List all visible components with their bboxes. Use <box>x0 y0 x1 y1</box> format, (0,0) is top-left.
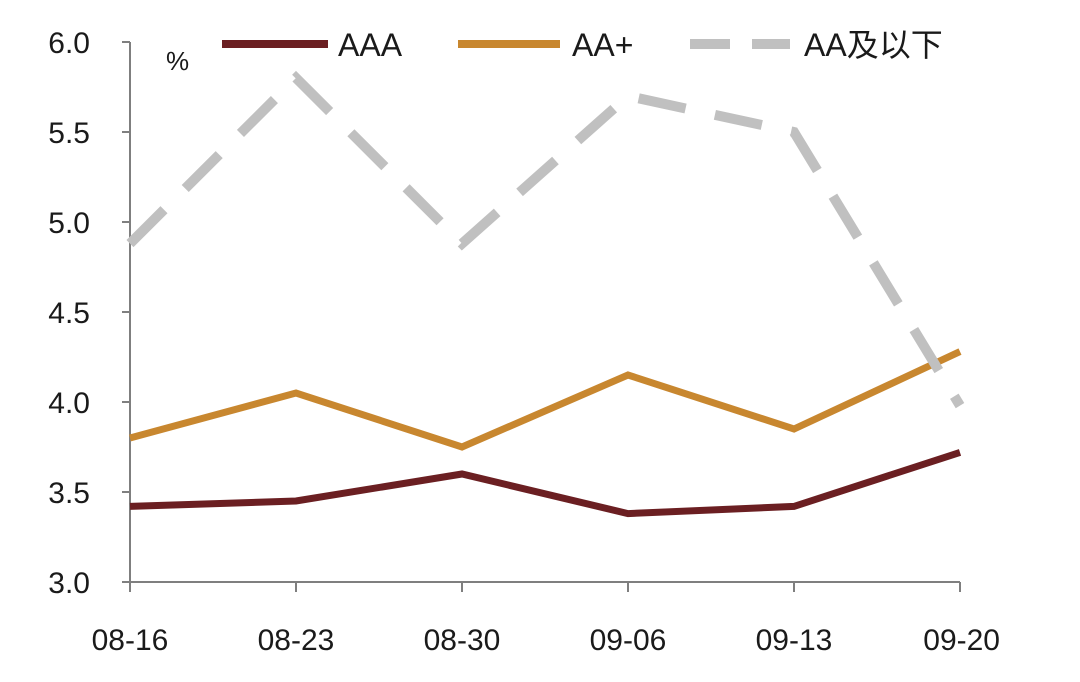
x-tick-label: 08-16 <box>92 624 169 657</box>
series-line-AA+ <box>129 348 962 451</box>
legend-label: AA及以下 <box>804 27 943 63</box>
legend: AAA AA+ AA及以下 <box>222 27 943 63</box>
y-tick-label: 5.5 <box>48 117 90 150</box>
y-tick-label: 4.0 <box>48 387 90 420</box>
series-layer <box>126 70 965 518</box>
y-tick-label: 4.5 <box>48 297 90 330</box>
series-line-AA及以下 <box>126 70 965 409</box>
x-tick-label: 09-13 <box>756 624 833 657</box>
legend-label: AA+ <box>572 27 633 63</box>
y-tick-label: 3.0 <box>48 567 90 600</box>
x-tick-label: 09-06 <box>590 624 667 657</box>
x-tick-label: 08-23 <box>258 624 335 657</box>
x-ticks: 08-16 08-23 08-30 09-06 09-13 09-20 <box>92 582 1000 657</box>
x-tick-label: 08-30 <box>424 624 501 657</box>
legend-label: AAA <box>338 27 403 63</box>
y-unit-label: % <box>166 46 189 76</box>
series-line-AAA <box>129 449 962 518</box>
y-tick-label: 6.0 <box>48 27 90 60</box>
y-tick-label: 5.0 <box>48 207 90 240</box>
y-ticks: 3.0 3.5 4.0 4.5 5.0 5.5 6.0 <box>48 27 130 600</box>
y-tick-label: 3.5 <box>48 477 90 510</box>
x-tick-label: 09-20 <box>923 624 1000 657</box>
